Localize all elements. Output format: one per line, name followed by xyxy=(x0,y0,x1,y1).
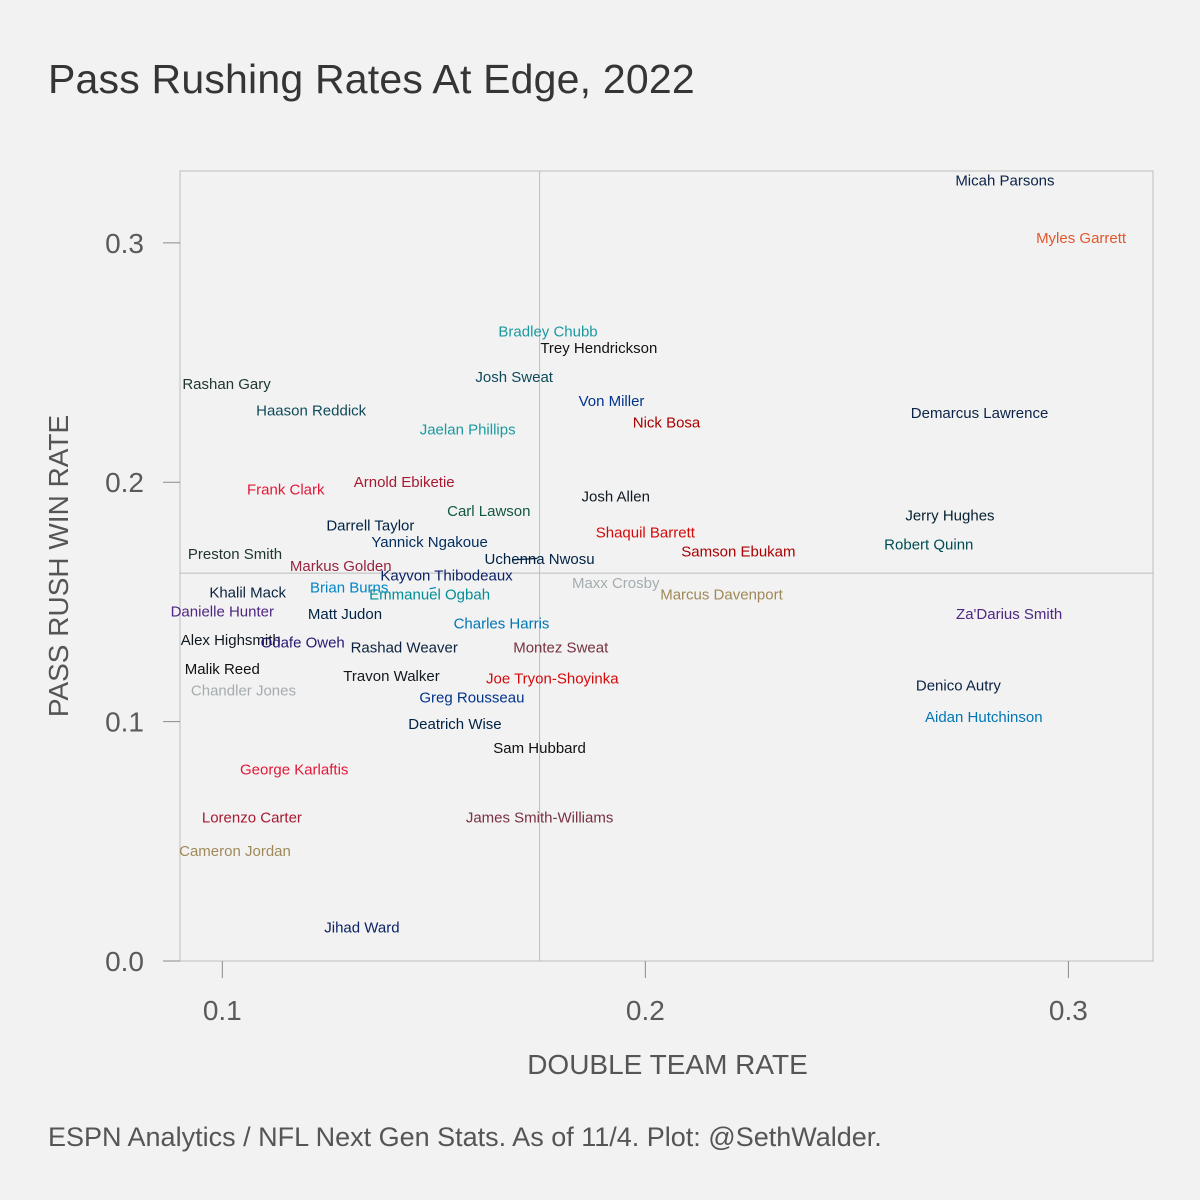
y-axis-label: PASS RUSH WIN RATE xyxy=(43,415,74,717)
point-label: Deatrich Wise xyxy=(408,716,501,733)
point-label: Demarcus Lawrence xyxy=(911,405,1049,422)
point-label: Jerry Hughes xyxy=(905,508,994,525)
point-label: Danielle Hunter xyxy=(171,603,274,620)
point-label: Yannick Ngakoue xyxy=(371,534,487,551)
point-label: Robert Quinn xyxy=(884,536,973,553)
point-label: Charles Harris xyxy=(454,615,550,632)
point-label: Nick Bosa xyxy=(633,414,701,431)
point-label: Chandler Jones xyxy=(191,682,296,699)
point-label: Khalil Mack xyxy=(209,584,286,601)
chart-caption: ESPN Analytics / NFL Next Gen Stats. As … xyxy=(48,1122,882,1152)
point-label: Travon Walker xyxy=(343,668,439,685)
x-tick-label: 0.3 xyxy=(1049,995,1088,1026)
x-tick-label: 0.1 xyxy=(203,995,242,1026)
point-label: Alex Highsmith xyxy=(181,632,281,649)
point-label: Bradley Chubb xyxy=(498,323,597,340)
point-label: Von Miller xyxy=(579,393,645,410)
point-label: Malik Reed xyxy=(185,661,260,678)
y-tick-label: 0.1 xyxy=(105,707,144,738)
y-tick-label: 0.2 xyxy=(105,467,144,498)
point-label: Cameron Jordan xyxy=(179,843,291,860)
point-label: Rashad Weaver xyxy=(351,639,458,656)
point-label: Marcus Davenport xyxy=(660,587,783,604)
point-label: Denico Autry xyxy=(916,678,1002,695)
point-label: Brian Burns xyxy=(310,580,388,597)
point-label: Emmanuel Ogbah xyxy=(369,587,490,604)
point-label: Darrell Taylor xyxy=(326,517,414,534)
point-label: Za'Darius Smith xyxy=(956,606,1062,623)
x-tick-label: 0.2 xyxy=(626,995,665,1026)
point-label: Lorenzo Carter xyxy=(202,809,302,826)
point-label: Montez Sweat xyxy=(513,639,609,656)
y-tick-label: 0.3 xyxy=(105,228,144,259)
point-label: Kayvon Thibodeaux xyxy=(380,568,513,585)
point-label: Matt Judon xyxy=(308,606,382,623)
point-label: Haason Reddick xyxy=(256,402,367,419)
point-label: Jaelan Phillips xyxy=(420,422,516,439)
point-label: Samson Ebukam xyxy=(681,544,795,561)
point-label: Micah Parsons xyxy=(955,173,1054,190)
point-label: Josh Allen xyxy=(582,489,650,506)
plot-panel xyxy=(179,170,1154,962)
point-label: Shaquil Barrett xyxy=(596,524,696,541)
label-leader-line xyxy=(429,586,437,590)
point-label: James Smith-Williams xyxy=(466,809,614,826)
point-label: Rashan Gary xyxy=(182,376,271,393)
point-label: Uchenna Nwosu xyxy=(485,551,595,568)
label-leader-line xyxy=(512,557,538,561)
point-label: Preston Smith xyxy=(188,546,282,563)
x-axis-label: DOUBLE TEAM RATE xyxy=(527,1049,808,1080)
point-label: Markus Golden xyxy=(290,558,392,575)
point-label: Odafe Oweh xyxy=(261,635,345,652)
point-label: Josh Sweat xyxy=(475,369,553,386)
point-label: George Karlaftis xyxy=(240,761,348,778)
point-label: Myles Garrett xyxy=(1036,230,1127,247)
point-label: Maxx Crosby xyxy=(572,575,660,592)
point-label: Jihad Ward xyxy=(324,919,399,936)
point-label: Greg Rousseau xyxy=(419,690,524,707)
y-tick-label: 0.0 xyxy=(105,946,144,977)
point-label: Joe Tryon-Shoyinka xyxy=(486,671,619,688)
point-label: Frank Clark xyxy=(247,481,325,498)
point-label: Aidan Hutchinson xyxy=(925,709,1043,726)
chart-title: Pass Rushing Rates At Edge, 2022 xyxy=(48,56,695,102)
point-label: Trey Hendrickson xyxy=(540,340,657,357)
point-label: Sam Hubbard xyxy=(493,740,586,757)
point-label: Arnold Ebiketie xyxy=(354,474,455,491)
point-label: Carl Lawson xyxy=(447,503,530,520)
